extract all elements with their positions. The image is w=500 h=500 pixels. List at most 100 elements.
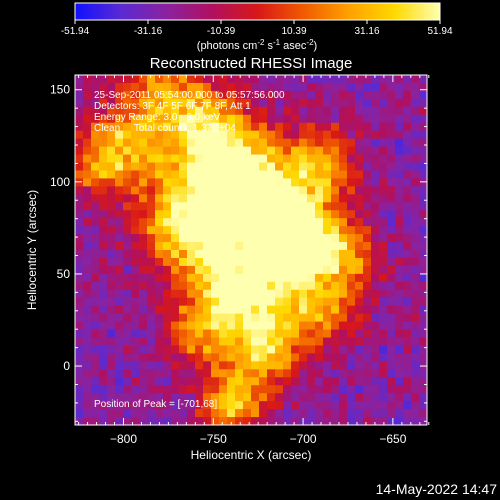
heatmap-cell: [307, 242, 316, 251]
heatmap-cell: [99, 321, 108, 331]
heatmap-cell: [403, 281, 412, 291]
heatmap-cell: [371, 186, 380, 195]
heatmap-cell: [411, 345, 420, 354]
heatmap-cell: [211, 393, 220, 402]
heatmap-cell: [163, 369, 172, 378]
heatmap-cell: [299, 146, 308, 156]
heatmap-cell: [83, 170, 92, 179]
heatmap-cell: [123, 321, 132, 331]
heatmap-cell: [259, 82, 268, 92]
heatmap-cell: [355, 369, 364, 378]
heatmap-cell: [83, 377, 92, 386]
heatmap-cell: [179, 154, 188, 164]
heatmap-cell: [83, 289, 92, 299]
heatmap-cell: [347, 409, 356, 418]
heatmap-cell: [83, 202, 92, 211]
heatmap-cell: [131, 353, 140, 362]
heatmap-cell: [243, 409, 252, 418]
heatmap-cell: [179, 234, 188, 243]
heatmap-cell: [403, 242, 412, 251]
heatmap-cell: [275, 281, 284, 291]
heatmap-cell: [83, 106, 92, 116]
heatmap-cell: [75, 377, 84, 386]
heatmap-cell: [131, 337, 140, 347]
heatmap-cell: [259, 345, 268, 354]
heatmap-cell: [307, 409, 316, 418]
heatmap-cell: [131, 130, 140, 140]
heatmap-cell: [347, 273, 356, 283]
heatmap-cell: [299, 170, 308, 179]
heatmap-cell: [379, 417, 388, 425]
heatmap-cell: [83, 361, 92, 370]
heatmap-cell: [227, 242, 236, 251]
heatmap-cell: [163, 273, 172, 283]
heatmap-cell: [163, 122, 172, 132]
heatmap-cell: [131, 385, 140, 394]
heatmap-cell: [387, 122, 396, 132]
heatmap-cell: [235, 313, 244, 323]
heatmap-cell: [339, 393, 348, 402]
heatmap-cell: [371, 417, 380, 425]
heatmap-cell: [411, 186, 420, 195]
heatmap-cell: [259, 393, 268, 402]
heatmap-cell: [347, 297, 356, 307]
heatmap-cell: [179, 265, 188, 275]
heatmap-cell: [395, 361, 404, 370]
heatmap-cell: [355, 345, 364, 354]
heatmap-cell: [195, 289, 204, 299]
heatmap-cell: [179, 345, 188, 354]
heatmap-cell: [83, 218, 92, 227]
heatmap-cell: [107, 337, 116, 347]
heatmap-cell: [395, 146, 404, 156]
heatmap-cell: [243, 146, 252, 156]
heatmap-cell: [347, 234, 356, 243]
heatmap-cell: [315, 122, 324, 132]
heatmap-cell: [243, 345, 252, 354]
heatmap-cell: [275, 305, 284, 315]
heatmap-cell: [371, 82, 380, 92]
heatmap-cell: [131, 114, 140, 124]
heatmap-cell: [419, 178, 427, 187]
heatmap-cell: [331, 329, 340, 339]
heatmap-cell: [251, 297, 260, 307]
heatmap-cell: [323, 90, 332, 100]
heatmap-cell: [219, 353, 228, 362]
heatmap-cell: [187, 257, 196, 267]
heatmap-cell: [251, 106, 260, 116]
heatmap-cell: [403, 361, 412, 370]
heatmap-cell: [339, 106, 348, 116]
heatmap-cell: [291, 393, 300, 402]
heatmap-cell: [227, 361, 236, 370]
heatmap-cell: [243, 170, 252, 179]
heatmap-cell: [323, 257, 332, 267]
heatmap-cell: [131, 305, 140, 315]
heatmap-cell: [275, 257, 284, 267]
heatmap-cell: [363, 409, 372, 418]
heatmap-cell: [275, 234, 284, 243]
heatmap-cell: [363, 265, 372, 275]
heatmap-cell: [283, 409, 292, 418]
heatmap-cell: [123, 234, 132, 243]
heatmap-cell: [307, 130, 316, 140]
heatmap-cell: [235, 130, 244, 140]
heatmap-cell: [195, 226, 204, 235]
heatmap-cell: [275, 417, 284, 425]
heatmap-cell: [395, 154, 404, 164]
heatmap-cell: [115, 178, 124, 187]
heatmap-cell: [131, 178, 140, 187]
heatmap-cell: [267, 210, 276, 219]
heatmap-cell: [315, 337, 324, 347]
heatmap-cell: [243, 218, 252, 227]
heatmap-cell: [99, 82, 108, 92]
heatmap-cell: [379, 250, 388, 259]
heatmap-cell: [147, 130, 156, 140]
heatmap-cell: [331, 273, 340, 283]
heatmap-cell: [275, 337, 284, 347]
heatmap-cell: [115, 75, 124, 84]
heatmap-cell: [83, 154, 92, 164]
heatmap-cell: [347, 345, 356, 354]
heatmap-cell: [227, 297, 236, 307]
colorbar-units: (photons cm-2 s-1 asec-2): [197, 38, 317, 52]
heatmap-cell: [179, 138, 188, 148]
heatmap-cell: [387, 146, 396, 156]
